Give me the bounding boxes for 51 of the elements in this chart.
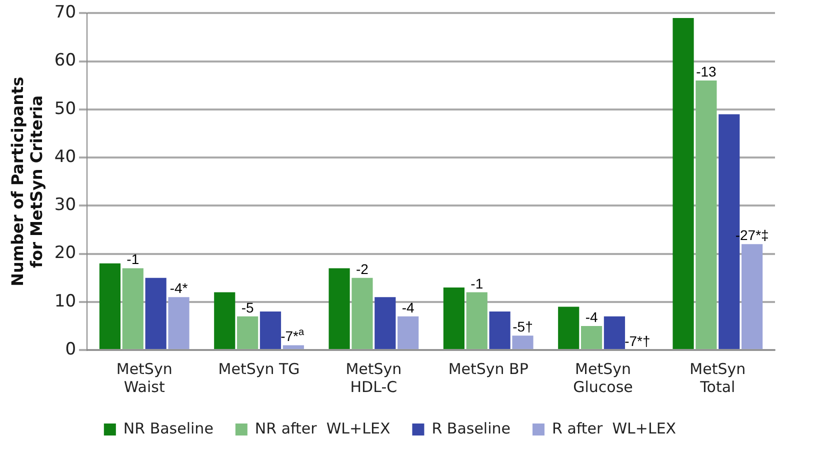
bar bbox=[374, 297, 396, 349]
y-tick-label: 20 bbox=[54, 243, 76, 264]
annotation: -4* bbox=[170, 280, 188, 296]
bar bbox=[214, 292, 236, 349]
legend-label: NR after WL+LEX bbox=[254, 419, 390, 438]
bar bbox=[512, 336, 534, 349]
annotation: -4 bbox=[402, 299, 415, 316]
bar bbox=[398, 316, 419, 349]
x-tick-label: MetSyn TG bbox=[218, 360, 300, 378]
x-tick-label: MetSyn Total bbox=[690, 360, 746, 396]
y-axis-title: Number of Participants for MetSyn Criteria bbox=[8, 76, 46, 286]
annotation: -5 bbox=[241, 299, 254, 316]
bar bbox=[580, 326, 602, 349]
legend-label: NR Baseline bbox=[123, 419, 214, 438]
bar bbox=[328, 268, 350, 349]
annotation: -7*† bbox=[624, 333, 650, 349]
bar bbox=[145, 278, 166, 349]
bar bbox=[237, 316, 258, 349]
bar bbox=[352, 278, 373, 349]
annotation: -13 bbox=[696, 64, 717, 80]
y-tick-label: 0 bbox=[65, 339, 76, 360]
y-tick-label: 50 bbox=[54, 98, 76, 119]
bar bbox=[466, 292, 488, 349]
bar bbox=[99, 263, 121, 349]
bar bbox=[604, 316, 626, 349]
legend-label: R after WL+LEX bbox=[552, 419, 676, 438]
y-tick-label: 60 bbox=[54, 50, 76, 71]
bar bbox=[168, 297, 190, 349]
bar bbox=[742, 244, 763, 349]
annotation: -5† bbox=[512, 318, 533, 335]
y-tick-label: 10 bbox=[54, 291, 76, 312]
annotation: -2 bbox=[356, 260, 369, 277]
bar bbox=[443, 287, 464, 349]
y-tick-label: 40 bbox=[54, 146, 76, 167]
annotation: -1 bbox=[470, 275, 484, 292]
x-tick-label: MetSyn HDL-C bbox=[346, 360, 402, 396]
bar bbox=[672, 18, 694, 349]
legend-label: R Baseline bbox=[432, 419, 511, 438]
y-tick-label: 70 bbox=[54, 2, 76, 23]
annotation: -4 bbox=[585, 308, 598, 325]
bar bbox=[489, 312, 510, 349]
bar bbox=[122, 268, 144, 349]
bar bbox=[696, 80, 717, 349]
x-tick-label: MetSyn Glucose bbox=[573, 360, 633, 396]
annotation: -1 bbox=[126, 251, 140, 268]
x-tick-label: MetSyn BP bbox=[448, 360, 528, 378]
bar bbox=[282, 345, 304, 349]
y-tick-label: 30 bbox=[54, 195, 76, 216]
bar bbox=[260, 312, 282, 349]
x-tick-label: MetSyn Waist bbox=[116, 360, 172, 396]
bar bbox=[558, 306, 580, 349]
